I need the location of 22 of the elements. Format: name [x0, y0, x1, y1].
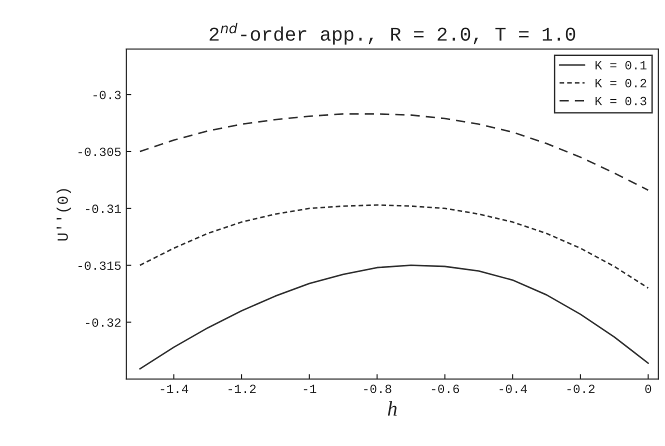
y-tick-label: -0.31 — [86, 204, 121, 214]
y-tick-label: -0.3 — [94, 90, 121, 100]
line-series — [139, 113, 649, 191]
x-tick-label: -1.2 — [228, 384, 256, 394]
legend-label: K = 0.2 — [596, 78, 646, 88]
line-series — [139, 204, 649, 289]
chart-title: 2$^{nd}$-order app., R = 2.0, T = 1.0 — [210, 22, 576, 45]
y-tick-label: -0.32 — [86, 318, 121, 327]
y-tick-label: -0.305 — [78, 148, 121, 156]
x-tick-label: -1 — [304, 384, 316, 394]
x-tick-label: -0.8 — [364, 384, 392, 394]
x-tick-label: -0.6 — [432, 384, 460, 394]
x-tick-label: -1.4 — [160, 384, 188, 394]
x-tick-label: -0.4 — [500, 384, 528, 394]
legend-label: K = 0.1 — [596, 61, 646, 70]
x-tick-label: 0 — [645, 384, 652, 394]
y-tick-label: -0.315 — [78, 261, 121, 270]
x-axis-title: h — [388, 401, 397, 416]
x-tick-label: -0.2 — [567, 384, 595, 394]
legend-label: K = 0.3 — [596, 96, 646, 106]
y-axis-title: U''(0) — [56, 189, 71, 241]
line-series — [139, 264, 649, 370]
